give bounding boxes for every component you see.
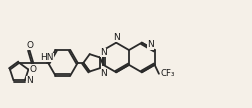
Text: O: O (26, 41, 33, 50)
Text: CF₃: CF₃ (160, 69, 175, 78)
Text: N: N (113, 33, 119, 42)
Text: HN: HN (41, 53, 54, 62)
Text: N: N (147, 40, 154, 49)
Text: N: N (101, 69, 107, 78)
Text: N: N (101, 48, 107, 57)
Text: N: N (26, 76, 33, 85)
Text: O: O (29, 65, 36, 74)
